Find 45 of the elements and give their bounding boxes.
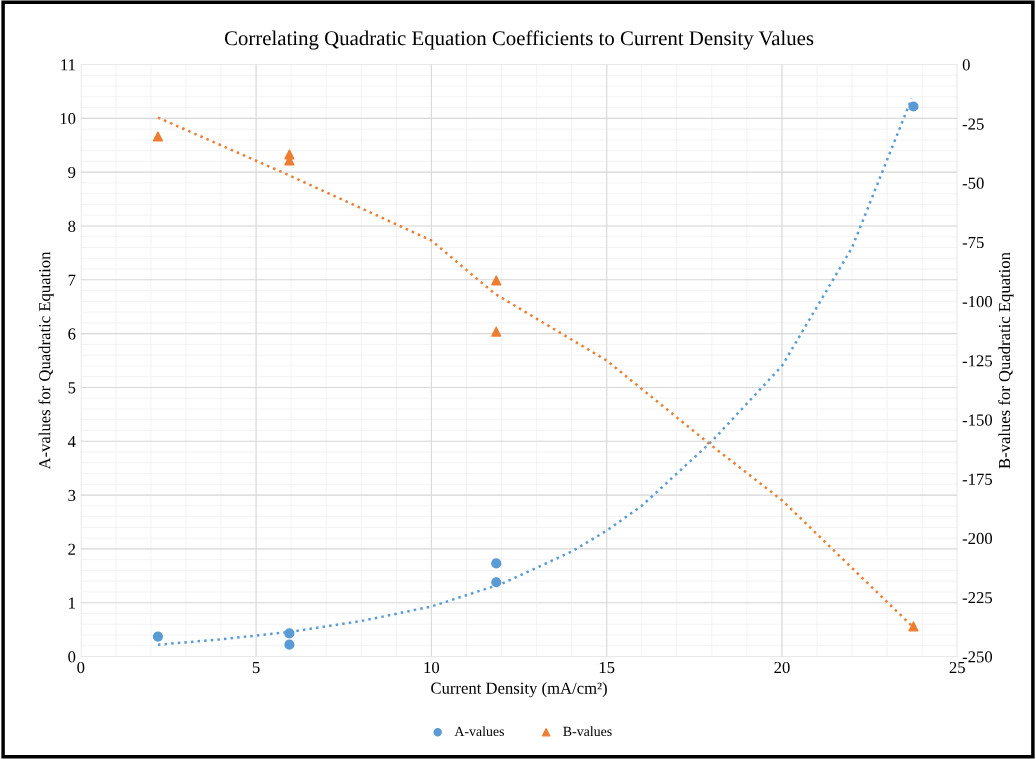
point bbox=[491, 577, 502, 588]
y2-tick-label: -150 bbox=[962, 414, 993, 426]
legend-label: A-values bbox=[454, 726, 504, 737]
x-tick-label: 0 bbox=[77, 661, 85, 674]
y-tick-label: 2 bbox=[68, 543, 76, 555]
point bbox=[152, 131, 164, 142]
y2-tick-label: -125 bbox=[962, 355, 993, 367]
x-tick-label: 25 bbox=[949, 661, 965, 674]
y-tick-label: 10 bbox=[60, 113, 76, 125]
chart-title: Correlating Quadratic Equation Coefficients to Current Density Values bbox=[224, 30, 814, 50]
y2-tick-label: -175 bbox=[962, 473, 993, 485]
y-tick-label: 8 bbox=[68, 220, 76, 232]
y-tick-label: 11 bbox=[61, 59, 75, 71]
y2-tick-label: -50 bbox=[962, 177, 984, 189]
y-tick-label: 9 bbox=[68, 166, 76, 179]
point bbox=[284, 628, 295, 639]
point bbox=[491, 275, 502, 286]
y2-tick-label: -250 bbox=[962, 651, 993, 663]
y-tick-label: 6 bbox=[68, 328, 76, 340]
point bbox=[152, 631, 164, 642]
y2-tick-label: 0 bbox=[962, 59, 970, 71]
y2-tick-label: -25 bbox=[962, 118, 984, 130]
x-axis-title: Current Density (mA/cm²) bbox=[431, 682, 607, 698]
point bbox=[491, 558, 502, 569]
y2-tick-label: -200 bbox=[962, 532, 993, 545]
y2-tick-label: -100 bbox=[962, 296, 993, 308]
y-tick-label: 0 bbox=[68, 651, 76, 663]
y-tick-label: 7 bbox=[68, 274, 76, 286]
x-tick-label: 10 bbox=[424, 661, 440, 674]
y-tick-label: 3 bbox=[68, 489, 76, 502]
point bbox=[284, 639, 295, 650]
y2-tick-label: -75 bbox=[962, 236, 984, 249]
y-tick-label: 4 bbox=[67, 436, 76, 448]
y-tick-label: 5 bbox=[68, 382, 76, 394]
y-axis-title: A-values for Quadratic Equation bbox=[38, 251, 54, 470]
x-tick-label: 5 bbox=[252, 662, 260, 674]
point bbox=[908, 621, 919, 632]
x-tick-label: 20 bbox=[774, 661, 790, 674]
legend-label: B-values bbox=[563, 726, 612, 737]
point bbox=[908, 101, 919, 112]
y2-axis-title: B-values for Quadratic Equation bbox=[998, 252, 1014, 469]
y2-tick-label: -225 bbox=[962, 592, 993, 604]
point bbox=[491, 326, 502, 337]
x-tick-label: 15 bbox=[599, 661, 615, 674]
y-tick-label: 1 bbox=[69, 597, 75, 609]
